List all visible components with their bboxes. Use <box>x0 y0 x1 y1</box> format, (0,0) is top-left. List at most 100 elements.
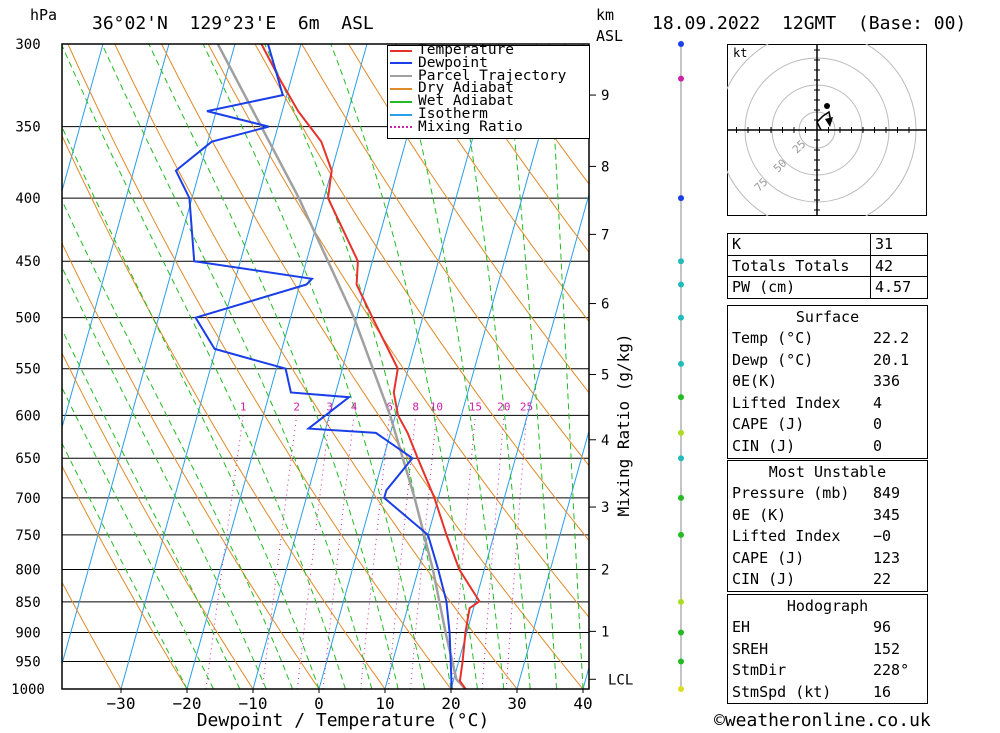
wet-adiabat-line <box>148 44 399 689</box>
surface-title: Surface <box>795 308 860 326</box>
height-tick-label: LCL <box>608 672 633 688</box>
legend-label: Dry Adiabat <box>418 80 515 97</box>
mixing-ratio-label: 2 <box>293 400 300 413</box>
wind-level-dot <box>678 658 684 665</box>
legend-swatch <box>390 75 412 78</box>
index-label: Totals Totals <box>727 254 871 278</box>
dry-adiabat-line <box>67 44 452 689</box>
most-unstable-row: Pressure (mb) 849 <box>732 484 901 502</box>
pressure-tick-label: 450 <box>15 254 40 270</box>
dry-adiabat-line <box>62 242 320 689</box>
most-unstable-row: CIN (J) 22 <box>732 570 892 589</box>
height-unit-label: km <box>596 6 615 24</box>
temperature-tick-label: 0 <box>314 694 324 713</box>
legend-item: Isotherm <box>390 107 488 121</box>
hodograph-row: StmDir 228° <box>732 661 910 680</box>
height-unit-asl-label: ASL <box>596 27 624 45</box>
pressure-tick-label: 350 <box>15 120 40 136</box>
index-row: PW (cm) 4.57 <box>727 276 928 299</box>
mixing-ratio-label: 4 <box>351 400 358 413</box>
height-tick-label: 5 <box>601 368 609 384</box>
index-value: 31 <box>870 233 928 256</box>
wind-level-dot <box>678 455 684 462</box>
index-value: 4.57 <box>870 276 928 299</box>
legend-swatch <box>390 49 412 52</box>
dry-adiabat-line <box>441 44 589 253</box>
wet-adiabat-line <box>504 44 558 689</box>
legend-item: Mixing Ratio <box>390 120 523 134</box>
wind-level-dot <box>678 75 684 82</box>
height-tick-label: 4 <box>601 433 609 449</box>
temperature-line <box>260 44 481 689</box>
mixing-ratio-label: 1 <box>240 400 247 413</box>
legend: Temperature Dewpoint Parcel Trajectory Dry … <box>387 43 590 139</box>
wet-adiabat-line <box>62 125 320 689</box>
most-unstable-row: θE (K) 345 <box>732 505 901 524</box>
pressure-tick-label: 900 <box>15 626 40 642</box>
mixing-ratio-line <box>409 415 437 689</box>
wet-adiabat-line <box>453 44 531 689</box>
legend-item: Dry Adiabat <box>390 80 515 97</box>
height-tick-label: 8 <box>601 159 609 175</box>
dry-adiabat-line <box>62 352 254 689</box>
dry-adiabat-line <box>301 44 589 467</box>
copyright-link[interactable]: ©weatheronline.co.uk <box>714 710 931 731</box>
pressure-tick-label: 800 <box>15 562 40 578</box>
index-value: 42 <box>870 254 928 278</box>
hodograph-row: StmSpd (kt) 16 <box>732 682 892 701</box>
isotherm-line <box>252 44 434 689</box>
most-unstable-panel: Most Unstable Pressure (mb) 849 θE (K) 345… <box>727 460 928 592</box>
temperature-tick-label: 10 <box>375 694 394 713</box>
legend-label: Wet Adiabat <box>418 93 515 110</box>
dry-adiabat-line <box>62 134 386 689</box>
temperature-tick-label: 30 <box>507 694 526 713</box>
hodograph-trace <box>816 110 832 131</box>
pressure-unit-label: hPa <box>30 6 58 24</box>
height-tick-label: 2 <box>601 562 609 578</box>
dry-adiabat-line <box>114 44 518 689</box>
pressure-tick-label: 650 <box>15 451 40 467</box>
pressure-tick-label: 950 <box>15 655 40 671</box>
storm-direction-arrow <box>825 117 833 127</box>
legend-label: Dewpoint <box>418 54 488 71</box>
index-row: K 31 <box>727 233 928 256</box>
wet-adiabat-line <box>202 44 426 689</box>
dry-adiabat-line <box>348 44 589 394</box>
most-unstable-title: Most Unstable <box>768 463 887 481</box>
most-unstable-row: Lifted Index −0 <box>732 527 892 546</box>
location-label: 36°02'N 129°23'E 6m ASL <box>92 13 374 34</box>
height-tick-label: 6 <box>601 297 609 313</box>
temperature-tick-label: 40 <box>573 694 592 713</box>
mixing-ratio-line <box>387 415 417 689</box>
hodograph-row: EH 96 <box>732 618 892 636</box>
indices-table: K 31 Totals Totals 42 PW (cm) 4.57 <box>727 233 928 299</box>
dry-adiabat-line <box>161 44 584 689</box>
wind-level-dot <box>678 314 684 321</box>
isotherm-line <box>62 44 236 666</box>
isotherm-line <box>120 44 302 689</box>
pressure-tick-label: 600 <box>15 408 40 424</box>
surface-row: θE(K) 336 <box>732 372 901 391</box>
wet-adiabat-line <box>264 44 452 689</box>
legend-item: Parcel Trajectory <box>390 67 567 84</box>
temperature-tick-label: −10 <box>239 694 268 713</box>
mixing-ratio-line <box>322 415 355 689</box>
mixing-ratio-label: 6 <box>386 400 393 413</box>
parcel-trajectory-line <box>216 44 467 689</box>
isotherm-line <box>318 44 500 689</box>
mixing-ratio-line <box>261 415 298 689</box>
temperature-tick-label: 20 <box>441 694 460 713</box>
most-unstable-row: CAPE (J) 123 <box>732 548 901 567</box>
mixing-ratio-label: 15 <box>469 400 482 413</box>
mixing-ratio-line <box>205 415 244 689</box>
isotherm-line <box>384 44 566 689</box>
wind-level-dot <box>678 629 684 636</box>
surface-row: Dewp (°C) 20.1 <box>732 350 910 369</box>
surface-panel: Surface Temp (°C) 22.2 Dewp (°C) 20.1 θE(K… <box>727 305 928 459</box>
pressure-tick-label: 500 <box>15 311 40 327</box>
surface-row: Lifted Index 4 <box>732 393 883 412</box>
wet-adiabat-line <box>62 386 214 689</box>
wind-level-dot <box>678 360 684 367</box>
legend-label: Parcel Trajectory <box>418 67 567 84</box>
wind-level-dot <box>678 258 684 265</box>
